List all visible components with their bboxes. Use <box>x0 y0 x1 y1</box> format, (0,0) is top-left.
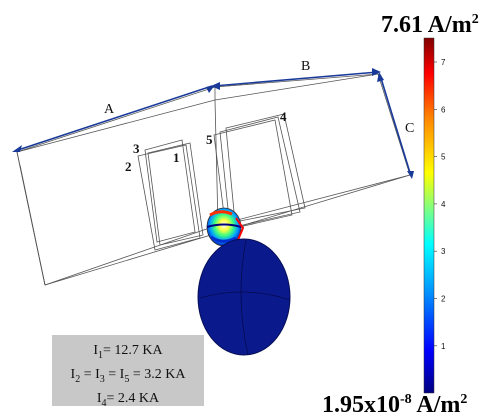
colorbar-max-label: 7.61 A/m2 <box>381 12 479 38</box>
dimension-a-arrow <box>12 85 215 152</box>
current-line-3: I4= 2.4 KA <box>96 390 160 409</box>
hotspot-sphere <box>206 207 245 247</box>
current-line-1: I1= 12.7 KA <box>93 343 163 361</box>
conductor-label-3: 3 <box>133 141 140 156</box>
colorbar-ticks: 7 6 5 4 3 2 1 <box>434 58 446 351</box>
conductor-label-1: 1 <box>173 150 180 165</box>
dimension-b-label: B <box>301 59 310 74</box>
dimension-b-arrow <box>211 68 381 90</box>
conductor-label-5: 5 <box>206 132 213 147</box>
dimension-a-label: A <box>104 102 115 117</box>
conductor-label-4: 4 <box>280 109 287 124</box>
dimension-c-arrow <box>377 72 414 179</box>
colorbar-tick-label: 6 <box>441 105 446 114</box>
dimension-c-label: C <box>405 121 414 136</box>
conductor-label-2: 2 <box>125 159 132 174</box>
colorbar-tick-label: 2 <box>441 295 446 304</box>
colorbar-tick-label: 3 <box>441 247 446 256</box>
conductor-left-plates <box>137 139 204 251</box>
colorbar <box>423 37 435 394</box>
colorbar-tick-label: 5 <box>441 153 446 162</box>
conductor-right-plates <box>213 113 306 231</box>
large-sphere <box>197 238 291 356</box>
colorbar-tick-label: 1 <box>441 342 446 351</box>
current-legend: I1= 12.7 KA I2 = I3 = I5 = 3.2 KA I4= 2.… <box>52 335 204 408</box>
current-line-2: I2 = I3 = I5 = 3.2 KA <box>70 366 186 385</box>
colorbar-min-label: 1.95x10-8 A/m2 <box>322 392 468 418</box>
colorbar-tick-label: 7 <box>441 58 446 67</box>
colorbar-tick-label: 4 <box>441 200 446 209</box>
enclosure-box <box>16 73 411 286</box>
